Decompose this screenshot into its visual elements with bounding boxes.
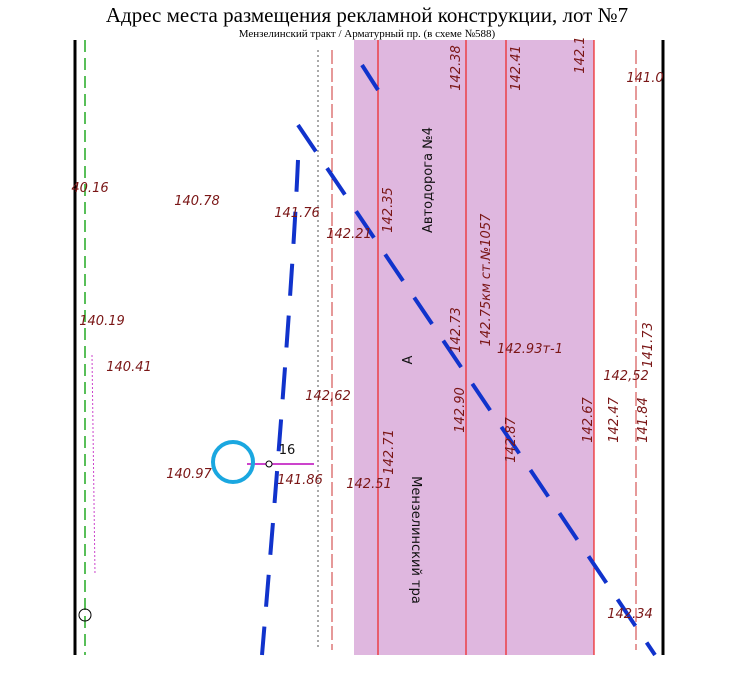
map-label: Мензелинский тра	[408, 476, 423, 604]
map-label: 140.97	[166, 467, 212, 482]
map-label: Автодорога №4	[421, 127, 436, 233]
map-label: 142.47	[607, 397, 622, 443]
map-label: 142.34	[607, 607, 653, 622]
red-arrows	[331, 50, 637, 650]
map-label: 142.87	[504, 417, 519, 463]
map-label: 140.19	[79, 314, 125, 329]
map-label: 16	[279, 443, 296, 458]
map-label: 142.93т-1	[497, 342, 563, 357]
map-label: 142.71	[382, 429, 397, 475]
map-label: 140.41	[106, 360, 152, 375]
map-label: 142,52	[603, 369, 649, 384]
map-label: 142.75км ст.№1057	[479, 213, 494, 346]
map-label: 140.78	[174, 194, 220, 209]
map-label: 142.21	[326, 227, 372, 242]
map-label: 142.1	[573, 36, 588, 73]
red-lines	[377, 40, 595, 655]
map-label: 142.51	[346, 477, 392, 492]
map-label: 142,62	[305, 389, 351, 404]
point	[265, 460, 273, 468]
map-label: 141.76	[274, 206, 320, 221]
map-label: 142.67	[581, 397, 596, 443]
map-label: 141.84	[636, 397, 651, 443]
location-marker	[211, 440, 255, 484]
map-label: 142.38	[449, 45, 464, 91]
map-label: 141.73	[641, 322, 656, 368]
blue-lines	[260, 63, 657, 657]
map-label: 142.35	[381, 187, 396, 233]
map-area	[73, 40, 665, 657]
labels: 40.16 140.78 141.76 142.21 142.35 Автодорога …	[71, 36, 663, 622]
title: Адрес места размещения рекламной констру…	[106, 3, 628, 27]
road-zone	[354, 40, 594, 655]
subtitle: Мензелинский тракт / Арматурный пр. (в с…	[239, 28, 496, 40]
map-label: 142.41	[509, 45, 524, 91]
map-label: А	[401, 355, 416, 364]
map-label: 141.0	[626, 71, 663, 86]
map-label: 40.16	[71, 181, 108, 196]
map-label: 141.86	[277, 473, 323, 488]
map-label: 142.90	[453, 387, 468, 433]
symbol	[78, 608, 92, 622]
map-label: 142.73	[449, 307, 464, 353]
pink-line	[91, 354, 96, 576]
